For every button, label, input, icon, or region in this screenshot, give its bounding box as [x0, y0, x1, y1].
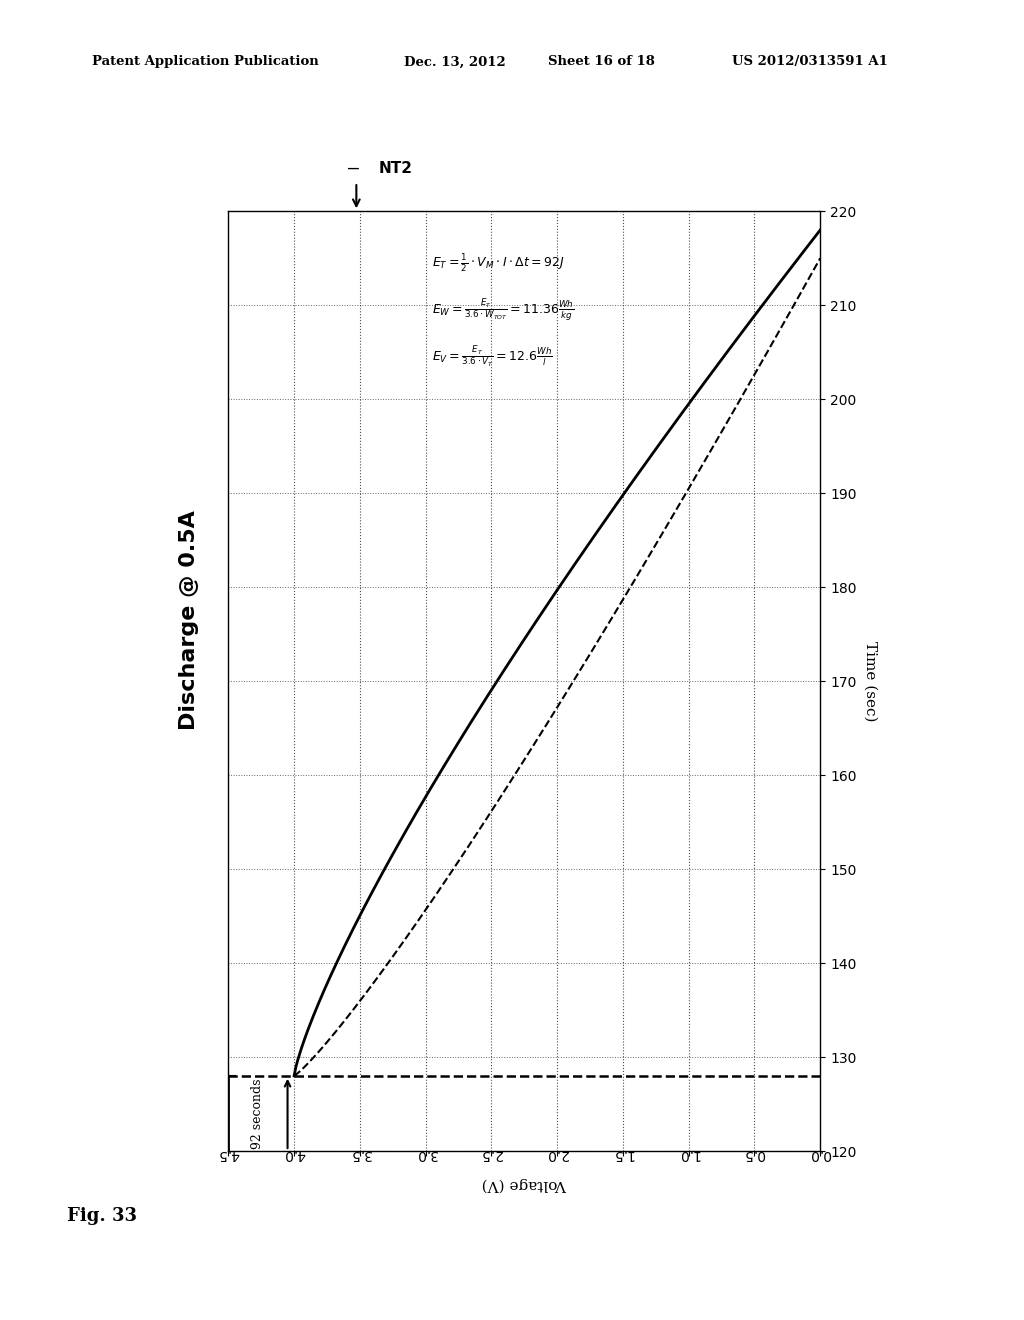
Text: Patent Application Publication: Patent Application Publication: [92, 55, 318, 69]
Text: Sheet 16 of 18: Sheet 16 of 18: [548, 55, 654, 69]
Text: Discharge @ 0.5A: Discharge @ 0.5A: [179, 511, 200, 730]
Y-axis label: Time (sec): Time (sec): [863, 642, 878, 721]
Text: Dec. 13, 2012: Dec. 13, 2012: [404, 55, 506, 69]
Text: US 2012/0313591 A1: US 2012/0313591 A1: [732, 55, 888, 69]
Text: $E_W = \frac{E_T}{3.6 \cdot W_{TOT}} = 11.36 \frac{Wh}{kg}$: $E_W = \frac{E_T}{3.6 \cdot W_{TOT}} = 1…: [432, 297, 574, 323]
Text: $E_V = \frac{E_T}{3.6 \cdot V_T} = 12.6 \frac{Wh}{l}$: $E_V = \frac{E_T}{3.6 \cdot V_T} = 12.6 …: [432, 345, 553, 370]
Text: —: —: [348, 160, 359, 178]
Text: $E_T = \frac{1}{2} \cdot V_M \cdot I \cdot \Delta t = 92J$: $E_T = \frac{1}{2} \cdot V_M \cdot I \cd…: [432, 252, 564, 273]
Text: NT2: NT2: [379, 161, 413, 177]
Text: Fig. 33: Fig. 33: [67, 1206, 136, 1225]
Text: 92 seconds: 92 seconds: [251, 1078, 264, 1148]
X-axis label: Voltage (V): Voltage (V): [481, 1177, 567, 1192]
